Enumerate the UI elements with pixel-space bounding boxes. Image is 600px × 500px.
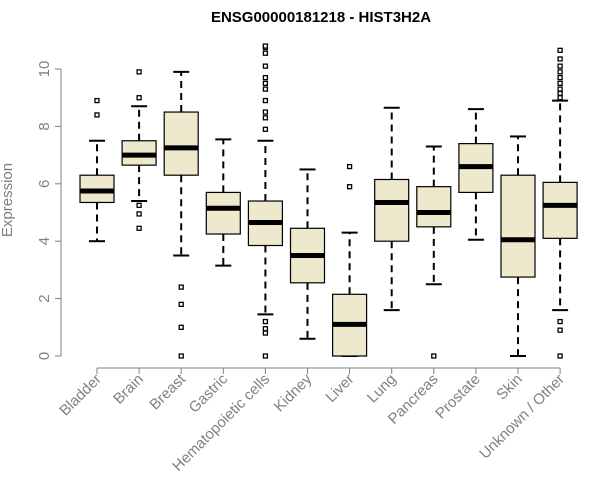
outlier-point xyxy=(136,211,142,217)
outlier-point xyxy=(136,69,142,75)
outlier-point xyxy=(262,318,269,325)
box-pancreas xyxy=(416,145,452,359)
box-iqr xyxy=(500,174,536,278)
outlier-point xyxy=(262,126,269,132)
y-tick-label: 10 xyxy=(36,61,53,78)
outlier-point xyxy=(178,301,184,307)
outlier-point xyxy=(262,353,269,359)
x-tick-label: Bladder xyxy=(56,371,105,420)
outlier-point xyxy=(557,95,563,101)
y-tick-label: 8 xyxy=(36,122,53,130)
outlier-point xyxy=(557,318,563,325)
x-tick-label: Breast xyxy=(146,370,189,413)
box-prostate xyxy=(458,108,494,241)
outlier-point xyxy=(94,97,100,104)
outlier-point xyxy=(557,47,563,53)
x-tick-label: Liver xyxy=(322,371,357,406)
outlier-point xyxy=(431,353,437,359)
outlier-point xyxy=(262,80,269,86)
box-iqr xyxy=(374,178,410,242)
box-gastric xyxy=(205,138,241,267)
box-kidney xyxy=(289,168,326,340)
outlier-point xyxy=(262,86,269,92)
x-tick-label: Lung xyxy=(364,371,400,407)
outlier-point xyxy=(262,43,269,49)
outlier-point xyxy=(557,56,563,62)
y-tick-label: 6 xyxy=(36,180,53,188)
chart-title: ENSG00000181218 - HIST3H2A xyxy=(211,9,431,26)
outlier-point xyxy=(262,326,269,332)
y-tick-label: 2 xyxy=(36,294,53,302)
outlier-point xyxy=(557,90,563,97)
outlier-point xyxy=(94,112,100,118)
y-tick-label: 0 xyxy=(36,352,53,360)
outlier-point xyxy=(557,327,563,333)
outlier-point xyxy=(346,163,353,170)
outlier-point xyxy=(136,202,142,208)
x-tick-label: Skin xyxy=(493,371,526,404)
outlier-point xyxy=(178,284,184,290)
y-tick-label: 4 xyxy=(36,237,53,245)
outlier-point xyxy=(262,50,269,56)
y-axis: 0 2 4 6 8 10 xyxy=(36,61,62,360)
outlier-point xyxy=(136,225,142,231)
boxes xyxy=(79,43,578,359)
outlier-point xyxy=(557,69,563,75)
outlier-point xyxy=(557,86,563,92)
outlier-point xyxy=(136,95,142,101)
outlier-point xyxy=(178,353,184,359)
box-liver xyxy=(332,163,368,357)
box-skin xyxy=(500,135,536,357)
outlier-point xyxy=(262,109,269,115)
box-brain xyxy=(121,69,157,231)
outlier-point xyxy=(346,184,353,190)
outlier-point xyxy=(557,353,563,359)
box-lung xyxy=(374,106,410,312)
outlier-point xyxy=(262,97,269,104)
box-iqr xyxy=(163,111,199,176)
x-tick-label: Brain xyxy=(110,371,147,408)
outlier-point xyxy=(262,74,269,81)
box-breast xyxy=(163,70,199,359)
outlier-point xyxy=(557,74,563,81)
box-bladder xyxy=(79,97,115,243)
box-hematopoietic-cells xyxy=(247,43,283,359)
outlier-point xyxy=(262,63,269,69)
x-tick-label: Prostate xyxy=(432,371,484,423)
x-tick-label: Kidney xyxy=(271,370,316,415)
box-iqr xyxy=(416,186,452,228)
outlier-point xyxy=(262,330,269,336)
outlier-point xyxy=(178,324,184,330)
outlier-point xyxy=(557,80,563,86)
outlier-point xyxy=(262,115,269,121)
y-axis-title: Expression xyxy=(0,163,16,237)
box-iqr xyxy=(542,181,578,239)
box-unknown-other xyxy=(542,47,578,359)
box-iqr xyxy=(205,191,241,235)
outlier-point xyxy=(557,63,563,69)
